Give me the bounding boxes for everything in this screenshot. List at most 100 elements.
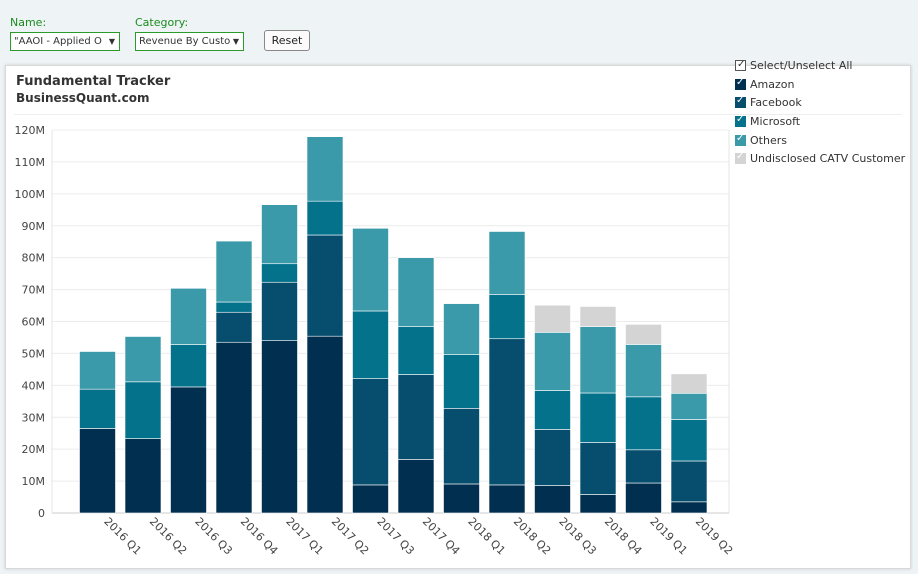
bar-segment [124, 381, 162, 439]
category-select[interactable]: Revenue By Custo ▼ [135, 32, 244, 51]
x-tick-label: 2017 Q2 [329, 515, 372, 558]
bar-segment [625, 396, 662, 451]
bar-segment [79, 428, 116, 514]
legend-item-label: Others [750, 133, 787, 147]
bar-segment [488, 338, 526, 486]
name-select-value: "AAOI - Applied O [14, 36, 102, 47]
bar-segment [443, 408, 480, 485]
y-tick-label: 70M [22, 284, 46, 297]
x-tick-label: 2016 Q4 [238, 515, 281, 558]
bar-segment [352, 378, 389, 486]
bar-segment [215, 341, 253, 514]
y-tick-label: 10M [22, 475, 46, 488]
checkbox-icon: ✓ [735, 132, 746, 146]
y-tick-label: 120M [15, 124, 46, 137]
y-tick-label: 110M [15, 156, 46, 169]
bar-segment [670, 393, 708, 420]
x-tick-label: 2018 Q2 [511, 515, 554, 558]
y-tick-label: 20M [22, 443, 46, 456]
bar-segment [579, 326, 617, 394]
bar-segment [352, 228, 389, 312]
chart-subtitle: BusinessQuant.com [16, 91, 150, 105]
legend-item[interactable]: ✓ Amazon [735, 75, 905, 94]
bar-segment [443, 354, 480, 409]
y-tick-label: 30M [22, 411, 46, 424]
legend-select-all-label: Select/Unselect All [750, 58, 853, 72]
bar-segment [352, 484, 389, 514]
y-tick-label: 100M [15, 188, 46, 201]
category-select-value: Revenue By Custo [139, 36, 231, 47]
x-tick-label: 2016 Q1 [101, 515, 144, 558]
legend-item[interactable]: ✓ Others [735, 131, 905, 150]
bar-segment [397, 459, 435, 514]
bar-segment [670, 501, 708, 514]
chart-title: Fundamental Tracker [16, 74, 171, 89]
bar-segment [534, 485, 571, 514]
bar-segment [352, 310, 389, 379]
x-tick-label: 2019 Q2 [693, 515, 736, 558]
legend-item-label: Facebook [750, 96, 802, 110]
bar-segment [625, 344, 662, 398]
x-tick-label: 2018 Q1 [465, 515, 508, 558]
bar-segment [579, 442, 617, 495]
chevron-down-icon: ▼ [232, 37, 239, 46]
checkbox-icon: ✓ [735, 151, 746, 165]
bar-segment [215, 240, 253, 303]
category-filter-label: Category: [135, 16, 189, 29]
x-tick-label: 2018 Q4 [602, 515, 645, 558]
bar-segment [170, 344, 207, 388]
legend-item-label: Microsoft [750, 114, 801, 128]
bar-segment [443, 483, 480, 514]
x-tick-label: 2017 Q3 [374, 515, 417, 558]
x-tick-label: 2017 Q1 [283, 515, 326, 558]
bar-segment [443, 303, 480, 355]
checkbox-icon: ✓ [735, 95, 746, 109]
y-tick-label: 60M [22, 316, 46, 329]
bar-segment [534, 390, 571, 430]
bar-segment [670, 373, 708, 394]
header-divider [14, 114, 902, 115]
bar-segment [488, 294, 526, 340]
x-tick-label: 2018 Q3 [556, 515, 599, 558]
bar-segment [670, 419, 708, 462]
y-tick-label: 40M [22, 379, 46, 392]
y-tick-label: 50M [22, 347, 46, 360]
bar-segment [397, 326, 435, 375]
checkbox-icon: ✓ [735, 113, 746, 127]
bar-segment [625, 324, 662, 345]
name-select[interactable]: "AAOI - Applied O ▼ [10, 32, 120, 51]
bar-segment [625, 482, 662, 514]
chart-legend: ✓ Select/Unselect All ✓ Amazon ✓ Facebook ✓ M… [735, 56, 905, 168]
legend-select-all[interactable]: ✓ Select/Unselect All [735, 56, 905, 75]
bar-segment [215, 311, 253, 343]
legend-item[interactable]: ✓ Undisclosed CATV Customer [735, 149, 905, 168]
bar-segment [170, 288, 207, 345]
bar-segment [261, 204, 298, 265]
bar-segment [79, 388, 116, 429]
bar-segment [488, 231, 526, 295]
bar-segment [170, 386, 207, 514]
bar-segment [397, 374, 435, 460]
bar-segment [534, 429, 571, 486]
bar-segment [534, 304, 571, 333]
bar-segment [306, 335, 344, 514]
bar-segment [261, 281, 298, 341]
x-tick-label: 2016 Q3 [192, 515, 235, 558]
x-tick-label: 2019 Q1 [647, 515, 690, 558]
bar-segment [261, 340, 298, 514]
legend-item[interactable]: ✓ Facebook [735, 93, 905, 112]
name-filter-label: Name: [10, 16, 47, 29]
legend-item[interactable]: ✓ Microsoft [735, 112, 905, 131]
y-tick-label: 90M [22, 220, 46, 233]
bar-segment [579, 494, 617, 514]
bar-segment [579, 306, 617, 327]
checkbox-icon: ✓ [735, 58, 746, 71]
reset-button[interactable]: Reset [264, 30, 310, 51]
bar-segment [79, 351, 116, 390]
legend-item-label: Amazon [750, 77, 795, 91]
y-tick-label: 80M [22, 252, 46, 265]
bar-segment [306, 136, 344, 202]
x-tick-label: 2016 Q2 [147, 515, 190, 558]
bar-segment [397, 257, 435, 327]
